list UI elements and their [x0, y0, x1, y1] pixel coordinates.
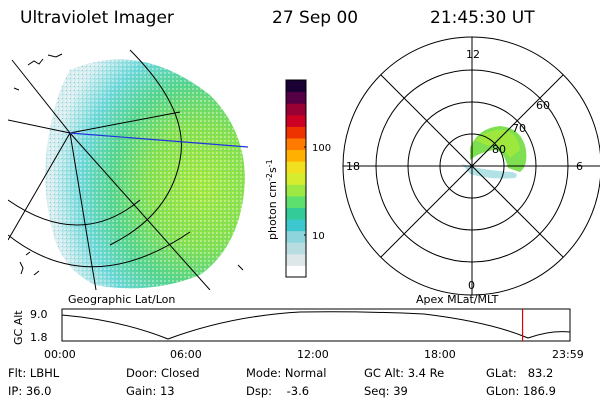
filter-info: Flt: LBHL — [8, 366, 60, 380]
ip-info: IP: 36.0 — [8, 384, 52, 398]
mlat-label-60: 60 — [536, 99, 550, 112]
glon-info: GLon: 186.9 — [486, 384, 556, 398]
colorbar-swatch — [286, 195, 306, 208]
colorbar-swatch — [286, 230, 306, 243]
colorbar-swatch — [286, 114, 306, 127]
coastline — [13, 53, 244, 276]
colorbar-swatch — [286, 207, 306, 220]
colorbar-swatch — [286, 137, 306, 151]
polar-label: Apex MLat/MLT — [416, 293, 499, 306]
mode-info: Mode: Normal — [246, 366, 327, 380]
mlt-label-0: 0 — [468, 279, 475, 292]
time-label: 21:45:30 UT — [430, 8, 535, 28]
colorbar-swatch — [286, 149, 306, 162]
colorbar-swatch — [286, 265, 306, 278]
colorbar-swatch — [286, 91, 306, 104]
lat-arc-right — [109, 49, 182, 246]
seq-info: Seq: 39 — [364, 384, 408, 398]
geographic-label: Geographic Lat/Lon — [68, 293, 175, 306]
gc-alt-curve — [61, 311, 571, 340]
meridian-2 — [69, 132, 211, 290]
x-tick-1800: 18:00 — [424, 348, 456, 361]
colorbar-swatch — [286, 253, 306, 266]
lat-circle-inner — [8, 199, 141, 226]
colorbar-unit-label: photon cm-2s-1 — [265, 159, 279, 240]
x-tick-0000: 00:00 — [44, 348, 76, 361]
colorbar-tick-10: 10 — [312, 231, 325, 242]
meridian-1 — [69, 132, 97, 290]
colorbar-swatch — [286, 219, 306, 232]
mlat-label-80: 80 — [492, 143, 506, 156]
y-tick-9: 9.0 — [30, 308, 48, 321]
meridian-4 — [8, 119, 71, 134]
y-tick-1.8: 1.8 — [30, 331, 48, 344]
gc-alt-ylabel: GC Alt — [12, 310, 25, 345]
mlt-label-6: 6 — [576, 160, 583, 173]
mlat-label-70: 70 — [512, 122, 526, 135]
meridian-5 — [11, 59, 71, 134]
dsp-info: Dsp: -3.6 — [246, 384, 310, 398]
lat-circle-outer — [8, 231, 191, 268]
x-tick-1200: 12:00 — [297, 348, 329, 361]
mlt-label-12: 12 — [466, 48, 480, 61]
colorbar-swatch — [286, 80, 306, 93]
colorbar-swatch — [286, 126, 306, 139]
date-label: 27 Sep 00 — [272, 8, 359, 28]
colorbar-tick-100: 100 — [312, 143, 331, 154]
mlt-label-18: 18 — [346, 160, 360, 173]
colorbar-swatch — [286, 161, 306, 174]
terminator-line — [69, 132, 249, 148]
gc-alt-info: GC Alt: 3.4 Re — [364, 366, 445, 380]
colorbar-swatch — [286, 184, 306, 197]
meridian-3 — [8, 132, 71, 241]
x-tick-0600: 06:00 — [170, 348, 202, 361]
colorbar-swatch — [286, 103, 306, 116]
door-info: Door: Closed — [126, 366, 200, 380]
meridian-6 — [69, 111, 181, 134]
gain-info: Gain: 13 — [126, 384, 175, 398]
glat-info: GLat: 83.2 — [486, 366, 554, 380]
instrument-title: Ultraviolet Imager — [20, 8, 174, 28]
colorbar-swatch — [286, 172, 306, 185]
x-tick-2359: 23:59 — [552, 348, 584, 361]
colorbar-swatch — [286, 242, 306, 255]
